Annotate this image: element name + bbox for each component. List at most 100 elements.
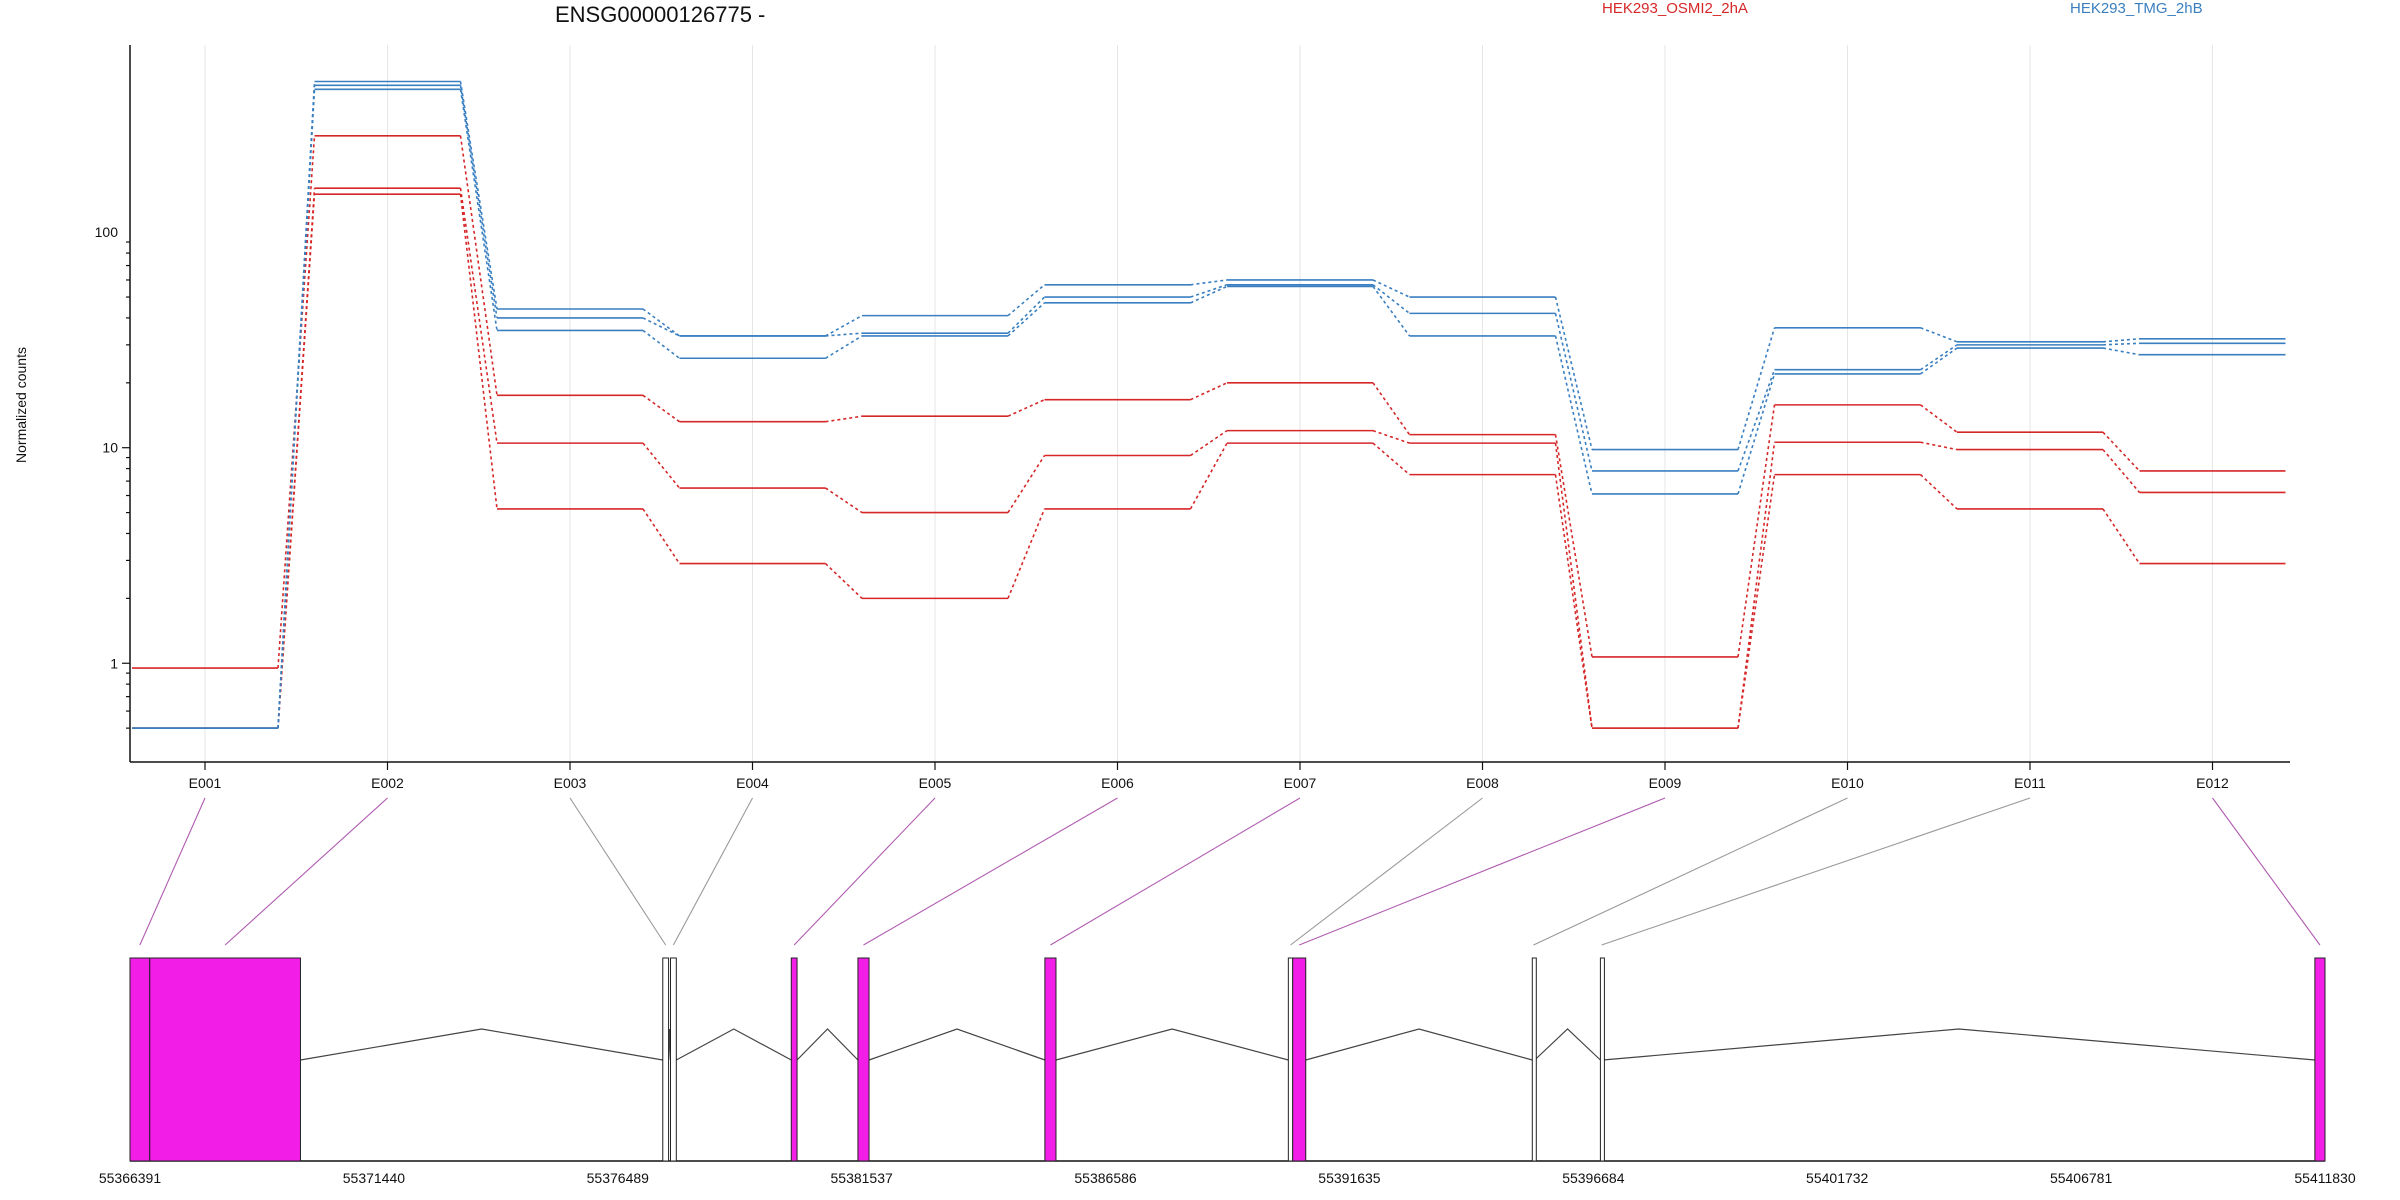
intron-4 — [676, 1028, 792, 1061]
series-3-connector-7 — [1372, 442, 1411, 476]
series-3-connector-3 — [642, 508, 681, 565]
series-6-connector-4 — [825, 335, 863, 359]
series-1-connector-6 — [1190, 382, 1228, 401]
y-axis-label: Normalized counts — [13, 347, 29, 463]
series-3-connector-9 — [1737, 474, 1776, 729]
connector-e010 — [1533, 797, 1848, 946]
intron-11 — [1602, 1028, 2315, 1061]
series-6 — [132, 88, 2286, 729]
series-4-connector-2 — [459, 81, 498, 310]
series-5-connector-9 — [1737, 369, 1776, 472]
genomic-coordinate-label: 55381537 — [831, 1170, 894, 1186]
series-1-connector-7 — [1372, 382, 1411, 436]
series-5-connector-3 — [642, 317, 680, 337]
series-6-connector-1 — [277, 89, 316, 729]
exon-e007 — [1044, 957, 1057, 1162]
intron-2 — [300, 1028, 663, 1061]
genomic-coordinate-label: 55376489 — [587, 1170, 650, 1186]
exon-e010 — [1531, 957, 1537, 1162]
series-6-connector-7 — [1372, 285, 1411, 337]
intron-5 — [796, 1028, 859, 1061]
series-5-connector-11 — [2102, 342, 2140, 346]
connector-e006 — [863, 797, 1118, 946]
connector-e003 — [569, 797, 667, 946]
exon-e011 — [1599, 957, 1605, 1162]
x-tick-label-e011: E011 — [2014, 775, 2046, 791]
genomic-coordinate-label: 55411830 — [2294, 1170, 2355, 1186]
connector-e009 — [1299, 797, 1666, 946]
series-4-connector-4 — [825, 314, 863, 337]
gridlines — [204, 45, 2213, 762]
genomic-coordinate-label: 55386586 — [1074, 1170, 1137, 1186]
connector-e008 — [1290, 797, 1483, 946]
x-tick-label-e005: E005 — [919, 775, 952, 791]
x-tick-label-e003: E003 — [554, 775, 587, 791]
legend-entry-tmg: HEK293_TMG_2hB — [2070, 0, 2203, 17]
x-tick-label-e010: E010 — [1831, 775, 1864, 791]
gene-model: 55366391 55371440 55376489 55381537 55386586… — [99, 957, 2356, 1186]
x-tick-label-e012: E012 — [2196, 775, 2229, 791]
series-3-connector-11 — [2102, 508, 2141, 565]
series-lines — [132, 80, 2286, 729]
series-6-connector-3 — [642, 329, 680, 359]
series-4-connector-7 — [1372, 279, 1410, 298]
y-tick-label: 1 — [110, 655, 118, 671]
connector-e004 — [672, 797, 753, 946]
exon-e008 — [1287, 957, 1294, 1162]
series-3-connector-4 — [824, 563, 863, 599]
series-1-connector-5 — [1007, 398, 1045, 417]
exon-e012 — [2314, 957, 2326, 1162]
series-6-connector-2 — [459, 89, 498, 331]
series-2-connector-2 — [459, 188, 498, 444]
series-4-connector-10 — [1920, 327, 1958, 343]
series-4-connector-11 — [2102, 338, 2140, 343]
series-6-connector-6 — [1190, 285, 1228, 304]
series-2-connector-11 — [2102, 449, 2141, 493]
intron-6 — [868, 1028, 1046, 1061]
exon-e004 — [670, 957, 677, 1162]
series-3-connector-2 — [459, 194, 498, 510]
x-tick-label-e008: E008 — [1466, 775, 1499, 791]
series-5-connector-8 — [1554, 313, 1593, 472]
intron-7 — [1055, 1028, 1289, 1061]
x-tick-label-e006: E006 — [1101, 775, 1134, 791]
series-5-connector-6 — [1190, 284, 1228, 298]
exon-connectors — [139, 797, 2321, 946]
intron-10 — [1534, 1028, 1601, 1061]
series-1-connector-8 — [1554, 434, 1593, 658]
axes: 1 10 100 E001 E002 E003 E004 E005 E006 E007 E008 E0… — [95, 45, 2290, 791]
x-tick-label-e002: E002 — [371, 775, 404, 791]
connector-e002 — [224, 797, 388, 946]
series-3-connector-8 — [1554, 474, 1593, 729]
genomic-coordinate-label: 55396684 — [1562, 1170, 1625, 1186]
series-5-connector-4 — [825, 332, 863, 337]
genomic-coordinate-label: 55391635 — [1318, 1170, 1381, 1186]
series-5-connector-10 — [1920, 344, 1958, 371]
series-1-connector-9 — [1737, 404, 1776, 658]
exon-e002 — [149, 957, 301, 1162]
genomic-coordinate-label: 55406781 — [2050, 1170, 2113, 1186]
connector-e011 — [1601, 797, 2031, 946]
series-4 — [132, 80, 2286, 729]
series-2-connector-10 — [1920, 441, 1958, 451]
series-1-connector-2 — [459, 135, 498, 396]
series-1 — [132, 134, 2286, 669]
series-6-connector-5 — [1007, 302, 1046, 337]
series-4-connector-6 — [1190, 279, 1228, 286]
series-6-connector-9 — [1737, 373, 1776, 495]
series-2-connector-3 — [642, 442, 681, 489]
series-1-connector-4 — [825, 415, 863, 423]
genomic-coordinate-label: 55371440 — [343, 1170, 406, 1186]
series-4-connector-8 — [1554, 296, 1593, 450]
intron-9 — [1305, 1028, 1533, 1061]
x-tick-label-e007: E007 — [1284, 775, 1317, 791]
legend-entry-osmi2: HEK293_OSMI2_2hA — [1602, 0, 1748, 17]
series-1-connector-10 — [1920, 404, 1958, 433]
series-2 — [132, 187, 2286, 729]
x-tick-label-e001: E001 — [189, 775, 222, 791]
series-2-connector-6 — [1190, 429, 1228, 457]
genomic-coordinate-label: 55401732 — [1806, 1170, 1869, 1186]
chart-title: ENSG00000126775 - — [555, 2, 765, 27]
series-4-connector-5 — [1007, 284, 1046, 317]
